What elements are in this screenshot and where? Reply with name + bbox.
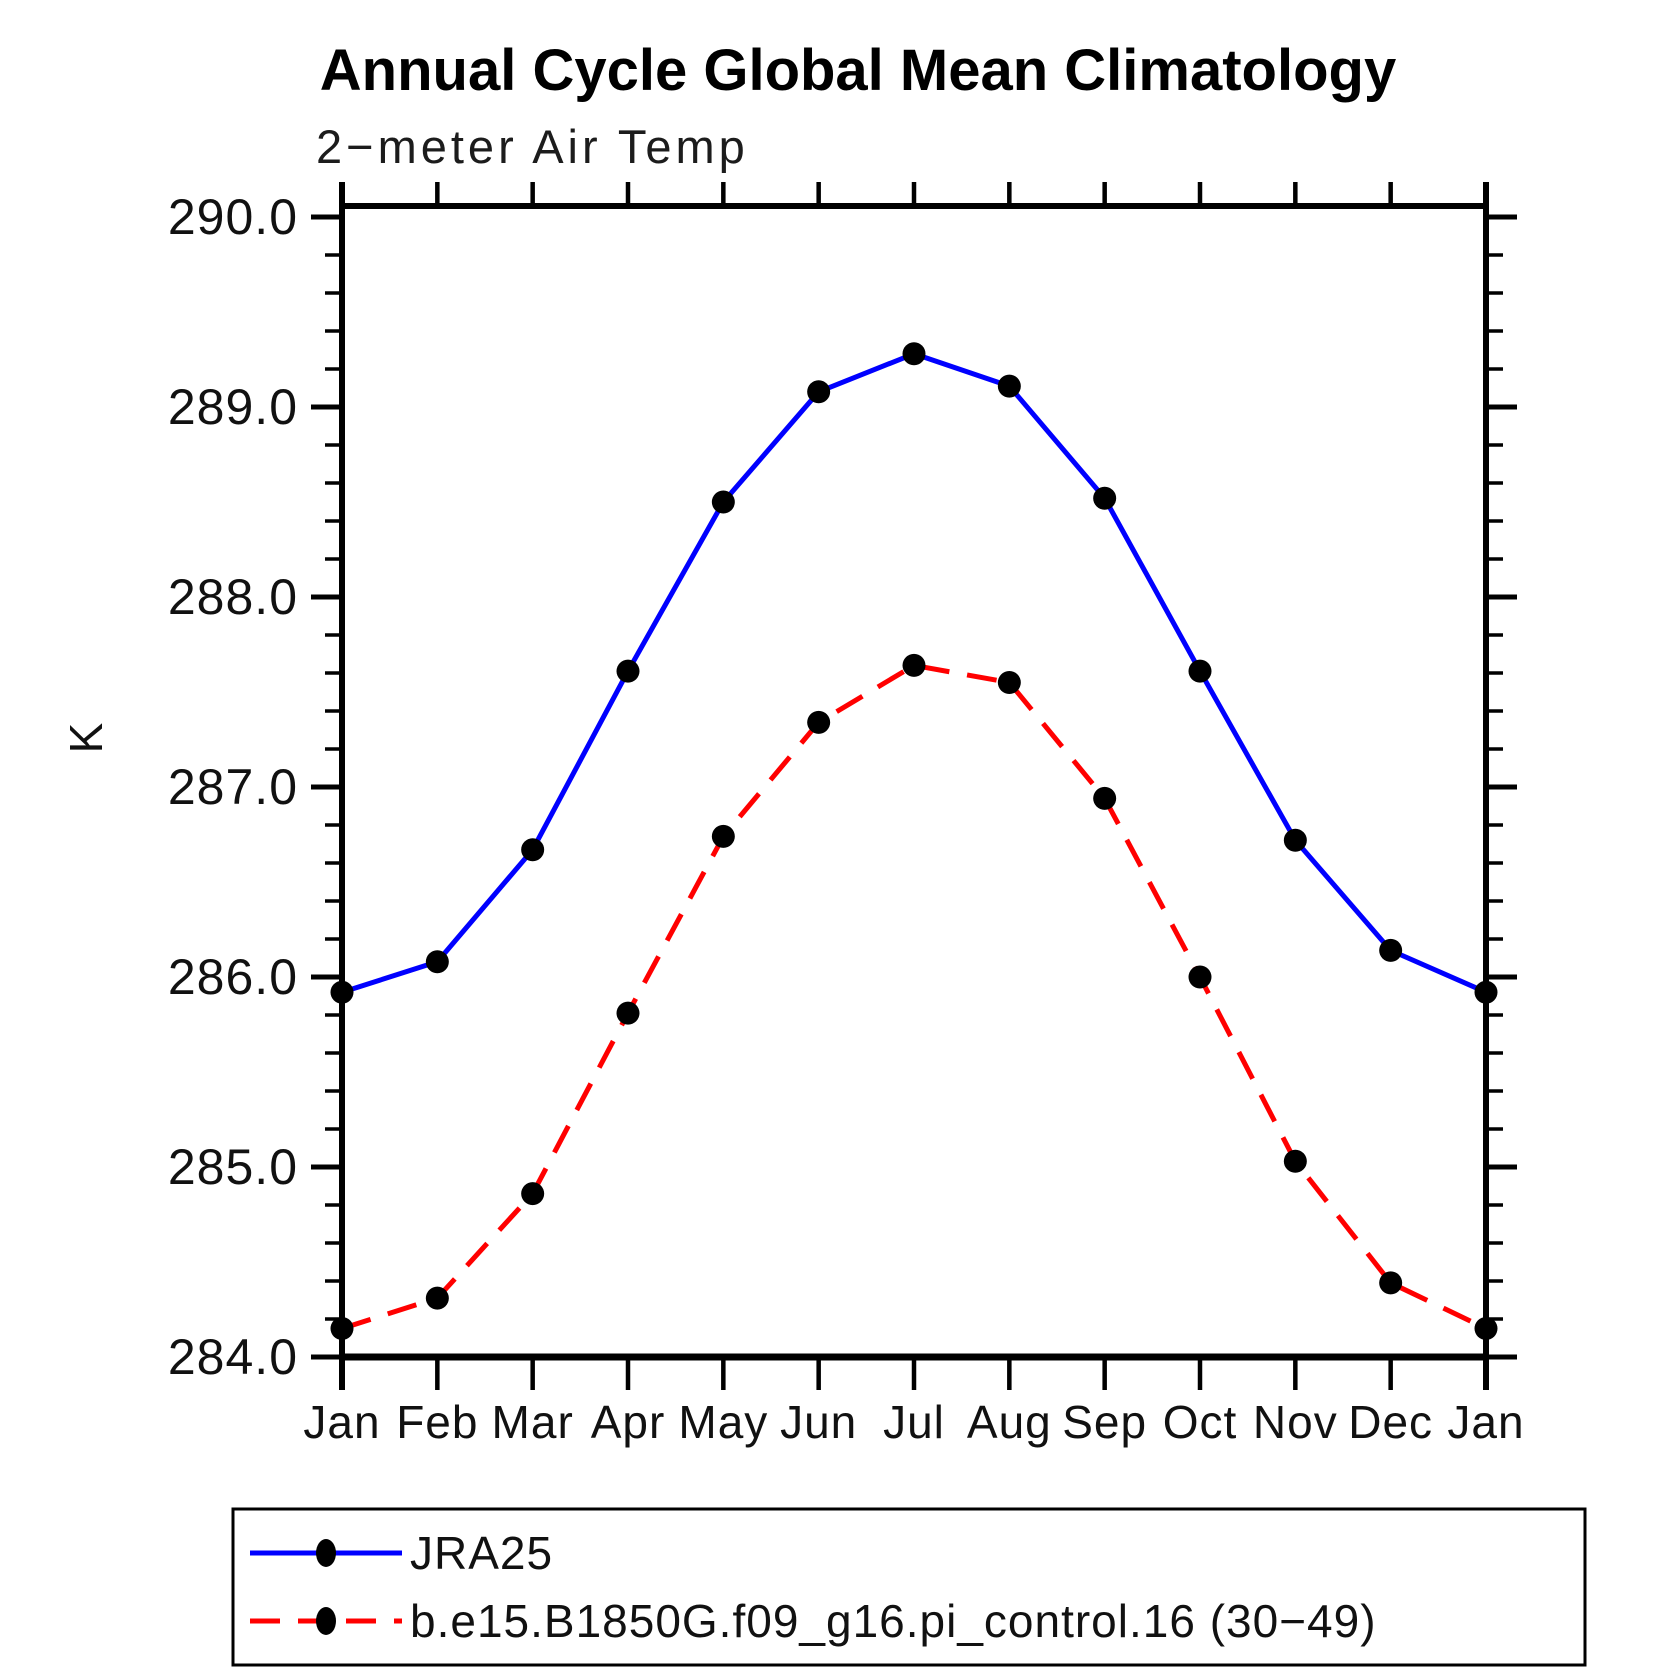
data-point xyxy=(616,659,640,683)
data-point xyxy=(1379,938,1403,962)
data-point xyxy=(425,1286,449,1310)
data-point xyxy=(1188,659,1212,683)
data-point xyxy=(711,824,735,848)
data-point xyxy=(330,1317,354,1340)
data-point xyxy=(1283,828,1307,852)
axis-tick-labels: Jan Feb Mar Apr May Jun Jul Aug Sep Oct Nov Dec Jan2… xyxy=(168,189,1524,1448)
data-point xyxy=(425,950,449,974)
x-tick-label: Oct xyxy=(1163,1396,1238,1448)
data-point xyxy=(807,380,831,404)
x-tick-label: Apr xyxy=(591,1396,666,1448)
legend-box xyxy=(231,1507,1587,1667)
data-point xyxy=(1474,980,1498,1004)
data-point xyxy=(807,710,831,734)
legend-label-0: JRA25 xyxy=(410,1527,553,1579)
chart-subtitle: 2−meter Air Temp xyxy=(316,120,749,173)
y-tick-label: 286.0 xyxy=(168,949,298,1005)
data-point xyxy=(330,980,354,1004)
data-point xyxy=(1379,1271,1403,1295)
x-tick-label: May xyxy=(678,1396,768,1448)
data-point xyxy=(902,342,926,366)
legend-marker-0 xyxy=(316,1539,336,1567)
data-point xyxy=(1188,965,1212,989)
x-tick-label: Jan xyxy=(303,1396,380,1448)
legend: JRA25 b.e15.B1850G.f09_g16.pi_control.16 … xyxy=(231,1507,1587,1667)
data-point xyxy=(521,1182,545,1206)
y-tick-label: 285.0 xyxy=(168,1139,298,1195)
legend-entries: JRA25 b.e15.B1850G.f09_g16.pi_control.16 … xyxy=(250,1527,1377,1647)
data-point xyxy=(902,653,926,677)
y-tick-label: 290.0 xyxy=(168,189,298,245)
legend-label-1: b.e15.B1850G.f09_g16.pi_control.16 (30−4… xyxy=(410,1595,1377,1647)
legend-marker-1 xyxy=(316,1607,336,1635)
y-tick-label: 288.0 xyxy=(168,569,298,625)
y-axis-label: K xyxy=(60,721,112,754)
data-point xyxy=(1474,1317,1498,1340)
data-point xyxy=(711,490,735,514)
x-tick-label: Nov xyxy=(1253,1396,1338,1448)
x-tick-label: Jul xyxy=(883,1396,945,1448)
x-tick-label: Jan xyxy=(1447,1396,1524,1448)
x-tick-label: Sep xyxy=(1062,1396,1147,1448)
data-point xyxy=(1093,486,1117,510)
data-point xyxy=(616,1001,640,1025)
data-series-layer xyxy=(330,342,1498,1340)
chart-title: Annual Cycle Global Mean Climatology xyxy=(320,38,1396,103)
x-tick-label: Jun xyxy=(780,1396,857,1448)
y-tick-label: 287.0 xyxy=(168,759,298,815)
x-tick-label: Dec xyxy=(1348,1396,1433,1448)
axis-ticks xyxy=(311,182,1517,1390)
x-tick-label: Feb xyxy=(396,1396,478,1448)
y-tick-label: 284.0 xyxy=(168,1329,298,1385)
data-point xyxy=(1283,1149,1307,1173)
data-point xyxy=(521,838,545,862)
x-tick-label: Mar xyxy=(492,1396,574,1448)
y-tick-label: 289.0 xyxy=(168,379,298,435)
x-tick-label: Aug xyxy=(967,1396,1052,1448)
data-point xyxy=(997,374,1021,398)
data-point xyxy=(1093,786,1117,810)
data-point xyxy=(997,671,1021,694)
